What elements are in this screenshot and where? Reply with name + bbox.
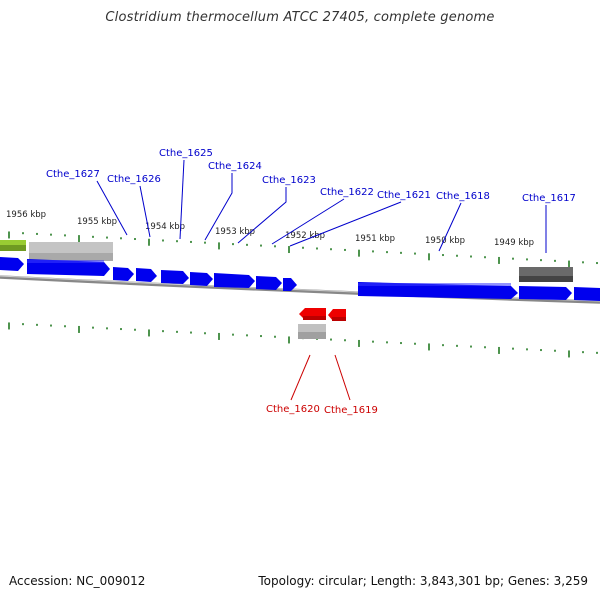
gene-label-forward[interactable]: Cthe_1624 xyxy=(208,161,262,172)
gene-labels: Cthe_1627 Cthe_1626Cthe_1625Cthe_1624Cthe… xyxy=(46,148,576,416)
callout-line xyxy=(271,198,345,245)
callout-line xyxy=(290,354,311,401)
gene-arrow-forward xyxy=(283,278,297,291)
scale-label: 1951 kbp xyxy=(355,234,395,244)
callout-line xyxy=(96,180,128,236)
feature-reverse-gray-bar-shade xyxy=(298,332,326,339)
feature-green-bar-shade xyxy=(0,245,26,251)
scale-ticks-bottom xyxy=(8,322,598,358)
accession-label: Accession: NC_009012 xyxy=(9,574,146,588)
genome-backbone xyxy=(0,275,600,304)
gene-label-forward[interactable]: Cthe_1623 xyxy=(262,175,316,186)
gene-arrow-forward xyxy=(190,272,213,286)
gene-arrow-forward xyxy=(214,273,255,288)
scale-label: 1955 kbp xyxy=(77,217,117,227)
scale-label: 1950 kbp xyxy=(425,236,465,246)
gene-label-forward[interactable]: Cthe_1617 xyxy=(522,193,576,204)
gene-arrow-forward xyxy=(519,286,572,300)
gene-arrow-forward xyxy=(27,259,110,276)
scale-ticks-top xyxy=(8,231,598,268)
callout-line xyxy=(438,202,462,252)
map-title: Clostridium thermocellum ATCC 27405, com… xyxy=(105,10,495,25)
gene-label-forward[interactable]: Cthe_1621 xyxy=(377,190,431,201)
scale-label: 1953 kbp xyxy=(215,227,255,237)
scale-label: 1949 kbp xyxy=(494,238,534,248)
scale-label: 1954 kbp xyxy=(145,222,185,232)
callout-line xyxy=(289,201,402,247)
callout-line xyxy=(204,173,233,241)
scale-label: 1952 kbp xyxy=(285,231,325,241)
gene-label-forward[interactable]: Cthe_1627 xyxy=(46,169,100,180)
genome-backbone-highlight xyxy=(0,275,600,302)
gene-arrow-forward xyxy=(358,282,518,299)
gene-label-forward[interactable]: Cthe_1618 xyxy=(436,191,490,202)
feature-dark-bar-shade xyxy=(519,276,573,282)
callout-line xyxy=(237,187,287,244)
gene-label-forward[interactable]: Cthe_1625 xyxy=(159,148,213,159)
gene-label-reverse[interactable]: Cthe_1619 xyxy=(324,405,378,416)
gene-label-forward[interactable]: Cthe_1626 xyxy=(107,174,161,185)
gene-callouts xyxy=(96,159,547,401)
gene-label-forward[interactable]: Cthe_1622 xyxy=(320,187,374,198)
gene-arrow-forward xyxy=(0,257,24,271)
topology-label: Topology: circular; Length: 3,843,301 bp… xyxy=(258,574,588,588)
callout-line xyxy=(139,185,151,238)
scale-label: 1956 kbp xyxy=(6,210,46,220)
callout-line xyxy=(334,354,351,401)
forward-gene-arrows-shade xyxy=(27,260,511,286)
gene-arrow-forward xyxy=(161,270,189,284)
gene-arrow-forward xyxy=(113,267,134,281)
gene-arrow-forward xyxy=(256,276,282,290)
scale-labels: 1956 kbp 1955 kbp 1954 kbp 1953 kbp 1952 kbp… xyxy=(6,210,534,248)
gene-arrow-forward xyxy=(136,268,157,282)
reverse-gene-arrows-shade xyxy=(303,316,346,321)
gene-arrow-forward xyxy=(574,287,600,301)
feature-gray-bar-shade xyxy=(29,253,113,261)
forward-gene-arrows xyxy=(0,257,600,301)
callout-line xyxy=(179,159,185,240)
gene-label-reverse[interactable]: Cthe_1620 xyxy=(266,404,320,415)
